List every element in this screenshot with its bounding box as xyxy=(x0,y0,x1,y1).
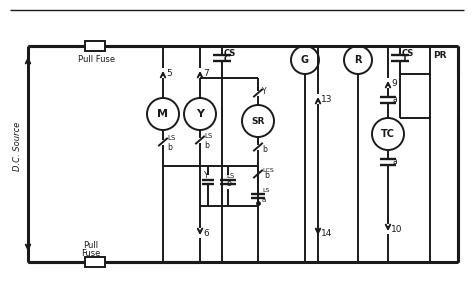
Text: b: b xyxy=(262,144,267,154)
Text: SR: SR xyxy=(251,117,264,125)
Text: 5: 5 xyxy=(166,69,172,77)
Text: 13: 13 xyxy=(321,95,332,103)
Text: 14: 14 xyxy=(321,230,332,238)
Bar xyxy=(85,257,105,267)
Text: Pull: Pull xyxy=(83,241,99,251)
Text: R: R xyxy=(354,55,362,65)
Text: LCS: LCS xyxy=(262,167,274,173)
Text: LS: LS xyxy=(226,173,234,179)
Text: Y: Y xyxy=(204,171,208,181)
Text: G: G xyxy=(301,55,309,65)
Text: Fuse: Fuse xyxy=(82,249,100,259)
Text: b: b xyxy=(264,171,269,181)
Text: CS: CS xyxy=(224,48,236,58)
Text: M: M xyxy=(157,109,168,119)
Text: Y: Y xyxy=(262,87,266,95)
Bar xyxy=(85,41,105,51)
Text: CS: CS xyxy=(402,48,414,58)
Text: D.C. Source: D.C. Source xyxy=(13,121,22,171)
Text: a: a xyxy=(262,197,266,203)
Text: 10: 10 xyxy=(391,226,402,234)
Text: PR: PR xyxy=(433,51,447,61)
Text: LS: LS xyxy=(204,133,212,139)
Text: b: b xyxy=(204,140,209,150)
Text: a: a xyxy=(393,95,398,105)
Text: 7: 7 xyxy=(203,69,209,77)
Text: b: b xyxy=(167,143,172,151)
Text: TC: TC xyxy=(381,129,395,139)
Text: T: T xyxy=(402,55,408,65)
Text: LS: LS xyxy=(167,135,175,141)
Text: LS: LS xyxy=(262,188,269,192)
Text: C: C xyxy=(224,55,230,65)
Text: Pull Fuse: Pull Fuse xyxy=(78,54,116,64)
Text: a: a xyxy=(393,158,398,166)
Text: 9: 9 xyxy=(391,79,397,88)
Text: Y: Y xyxy=(196,109,204,119)
Text: 6: 6 xyxy=(203,230,209,238)
Text: b: b xyxy=(226,180,231,188)
